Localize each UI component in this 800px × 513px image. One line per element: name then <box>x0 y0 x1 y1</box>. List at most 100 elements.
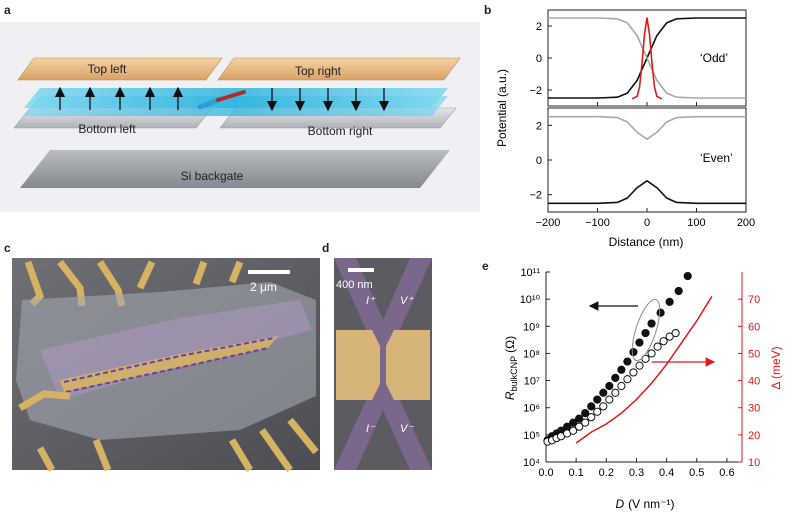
gold-lead <box>259 427 293 473</box>
y2-tick-label: 30 <box>748 403 760 415</box>
gap-line <box>575 296 713 444</box>
y-tick-label: −2 <box>529 190 542 202</box>
y-tick-label: 2 <box>536 21 542 33</box>
probe-i-plus: I⁺ <box>366 295 376 307</box>
data-point-open <box>587 413 596 422</box>
data-point-open <box>623 375 632 384</box>
top-right-label: Top right <box>295 64 342 78</box>
data-point-filled <box>635 338 644 347</box>
x-tick-label: −100 <box>585 217 610 229</box>
gold-lead <box>92 438 112 472</box>
y-tick-label: 10⁴ <box>523 457 540 469</box>
even-label: ‘Even’ <box>700 151 733 165</box>
panel-c: c 2 μm <box>4 241 320 473</box>
panel-d: d 400 nm I⁺ V⁺ I⁻ V⁻ <box>322 241 432 470</box>
top-right-gate <box>217 57 461 81</box>
panel-e: e 10⁴ 10⁵ 10⁶ 10⁷ 10⁸ 10⁹ 10¹⁰ 10¹¹ 0.0 0.1 0.2 0.3… <box>482 259 783 511</box>
scale-bar-label: 400 nm <box>336 279 373 291</box>
data-point-filled <box>641 328 650 338</box>
y-tick-label: 0 <box>536 53 542 65</box>
y-axis-label-right: Δ (meV) <box>769 346 783 389</box>
bilayer-sheet-lower <box>24 96 448 116</box>
series-line-grey <box>548 115 746 140</box>
panel-b-letter: b <box>484 3 491 17</box>
y2-tick-label: 60 <box>748 321 760 333</box>
data-point-filled <box>599 388 608 397</box>
data-point-filled <box>611 373 620 382</box>
y-axis-label-left: RbulkCNP(Ω) <box>503 336 519 400</box>
panel-a: a Si backgate Bottom left Bottom right T… <box>0 3 480 212</box>
y-tick-label: −2 <box>529 85 542 97</box>
si-backgate-label: Si backgate <box>181 169 244 183</box>
scale-bar-label: 2 μm <box>250 280 277 294</box>
panel-a-letter: a <box>4 3 11 17</box>
y-tick-label: 10⁹ <box>523 321 540 333</box>
si-backgate <box>20 150 450 188</box>
data-point-open <box>641 354 650 363</box>
data-point-open <box>647 349 656 358</box>
series-line-red <box>631 17 663 100</box>
x-tick-label: 0 <box>644 217 650 229</box>
y2-tick-label: 70 <box>748 294 760 306</box>
data-point-filled <box>569 418 578 427</box>
x-tick-label: 0.4 <box>659 467 674 479</box>
data-point-open <box>653 342 662 351</box>
gold-lead <box>192 260 208 286</box>
gold-electrode-left <box>336 330 380 400</box>
y-tick-label: 10⁶ <box>523 403 540 415</box>
gold-lead <box>136 260 156 290</box>
y-tick-label: 10¹⁰ <box>520 294 541 306</box>
data-point-open <box>629 368 638 377</box>
panel-b: b −202 −202−200 −100 0 100 200 ‘Odd’ ‘Even’ … <box>484 3 755 249</box>
data-point-filled <box>581 409 590 418</box>
bottom-right-label: Bottom right <box>308 124 373 138</box>
field-arrows-down <box>266 88 390 112</box>
data-point-filled <box>665 297 674 306</box>
gold-lead <box>287 417 319 455</box>
panel-d-letter: d <box>322 241 329 255</box>
data-point-filled <box>587 402 596 411</box>
y2-tick-label: 10 <box>748 457 760 469</box>
x-tick-label: 0.2 <box>599 467 614 479</box>
y-axis-label: Potential (a.u.) <box>495 69 509 147</box>
gold-lead <box>228 260 244 284</box>
gold-electrode-right <box>386 330 430 400</box>
y2-tick-label: 50 <box>748 348 760 360</box>
plot-e: 10⁴ 10⁵ 10⁶ 10⁷ 10⁸ 10⁹ 10¹⁰ 10¹¹ 0.0 0.1 0.2 0.3 0.… <box>520 267 761 479</box>
x-axis-label: Distance (nm) <box>609 235 684 249</box>
data-point-open <box>617 381 626 391</box>
data-point-filled <box>593 395 602 404</box>
field-arrows-up <box>54 86 184 110</box>
y2-tick-label: 40 <box>748 376 760 388</box>
data-point-filled <box>617 365 626 374</box>
probe-i-minus: I⁻ <box>366 423 376 435</box>
data-point-filled <box>683 271 692 281</box>
panel-e-letter: e <box>482 259 489 273</box>
probe-v-minus: V⁻ <box>400 423 414 435</box>
y-tick-label: 10⁵ <box>523 430 540 442</box>
y-tick-label: 10¹¹ <box>520 267 540 279</box>
data-point-open <box>575 422 584 431</box>
odd-label: ‘Odd’ <box>700 51 728 65</box>
x-tick-label: 0.5 <box>689 467 704 479</box>
x-tick-label: 100 <box>687 217 705 229</box>
panel-c-letter: c <box>4 241 11 255</box>
scale-bar <box>248 270 290 274</box>
x-tick-label: 0.3 <box>629 467 644 479</box>
data-point-open <box>593 407 602 416</box>
x-tick-label: 0.6 <box>719 467 734 479</box>
data-point-filled <box>575 414 584 423</box>
bottom-left-label: Bottom left <box>78 122 136 136</box>
channel-outline-bottom <box>65 347 269 393</box>
data-point-filled <box>629 347 638 357</box>
y-tick-label: 0 <box>536 155 542 167</box>
y2-tick-label: 20 <box>748 430 760 442</box>
x-tick-label: 200 <box>737 217 755 229</box>
x-axis-label: D (V nm⁻¹) <box>615 497 674 511</box>
gold-channel-strip <box>60 336 278 392</box>
scale-bar <box>348 268 374 272</box>
gold-lead <box>18 390 71 412</box>
x-tick-label: −200 <box>536 217 561 229</box>
data-point-open <box>659 337 668 346</box>
